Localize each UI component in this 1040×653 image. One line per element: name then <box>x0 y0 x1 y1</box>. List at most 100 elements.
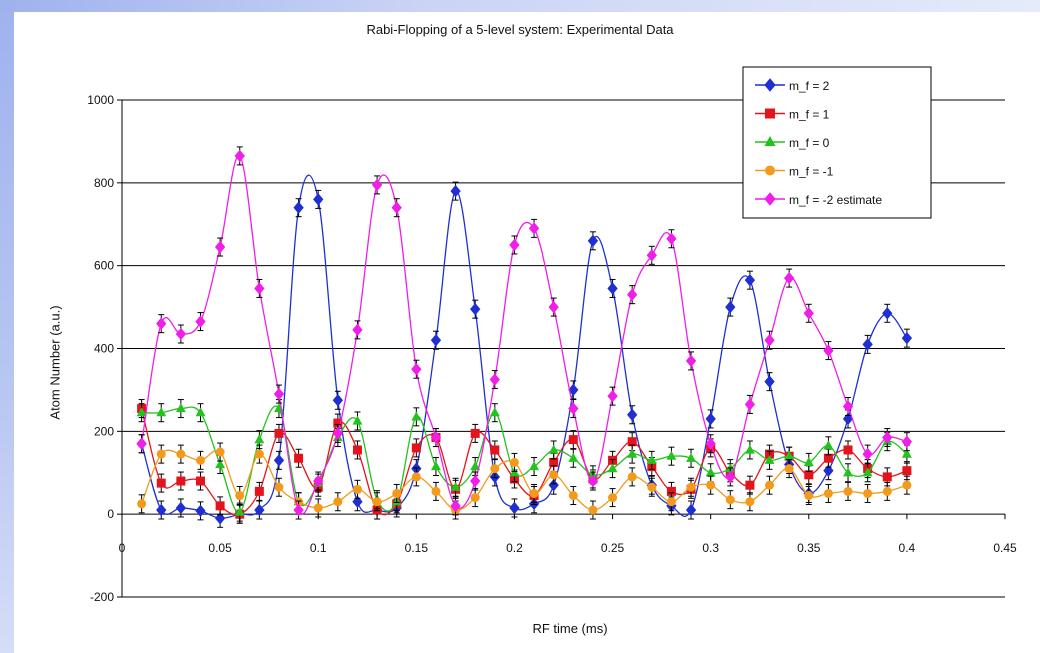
x-tick-label: 0.05 <box>208 541 232 555</box>
data-point <box>882 431 893 444</box>
data-point <box>823 344 834 357</box>
data-point <box>607 282 618 295</box>
data-point <box>608 493 618 503</box>
data-point <box>430 334 442 347</box>
data-point <box>803 456 814 466</box>
data-point <box>215 447 225 457</box>
y-tick-label: 800 <box>94 176 114 190</box>
data-point <box>823 440 834 450</box>
data-point <box>215 501 225 511</box>
data-point <box>254 486 264 496</box>
data-point <box>627 472 637 482</box>
data-point <box>136 437 147 450</box>
data-point <box>705 467 716 477</box>
data-point <box>725 470 736 484</box>
data-point <box>744 398 756 411</box>
legend-label: m_f = 0 <box>789 136 830 150</box>
data-point <box>646 454 657 464</box>
data-point <box>294 453 304 463</box>
data-point <box>764 136 776 146</box>
data-point <box>175 403 186 413</box>
x-tick-label: 0 <box>119 541 126 555</box>
data-point <box>685 503 697 517</box>
data-point <box>901 448 912 458</box>
data-point <box>765 480 775 490</box>
data-point <box>392 488 402 498</box>
data-point <box>254 282 265 295</box>
data-point <box>745 497 755 507</box>
data-point <box>627 448 638 458</box>
y-tick-label: 400 <box>94 342 114 356</box>
data-point <box>548 444 559 454</box>
data-point <box>214 240 226 254</box>
data-point <box>470 428 480 438</box>
data-point <box>587 474 599 488</box>
data-point <box>588 505 598 515</box>
data-point <box>686 452 696 462</box>
data-point <box>273 387 285 401</box>
data-point <box>627 437 637 447</box>
data-point <box>862 467 873 477</box>
data-point <box>470 302 481 316</box>
data-point <box>764 334 775 347</box>
data-point <box>411 443 421 453</box>
data-point <box>784 464 794 474</box>
data-point <box>765 108 775 119</box>
data-point <box>352 484 362 494</box>
data-point <box>156 407 167 417</box>
data-point <box>784 450 795 460</box>
data-point <box>647 482 657 492</box>
data-point <box>450 481 461 491</box>
data-point <box>470 493 480 503</box>
data-point <box>195 407 206 417</box>
x-tick-label: 0.2 <box>506 541 523 555</box>
data-point <box>882 307 893 320</box>
data-point <box>175 501 187 515</box>
legend-label: m_f = 2 <box>789 79 830 93</box>
data-point <box>705 412 716 426</box>
data-point <box>333 497 343 507</box>
data-point <box>274 428 284 438</box>
data-point <box>784 271 795 285</box>
x-tick-label: 0.1 <box>310 541 327 555</box>
data-point <box>235 491 245 501</box>
data-point <box>175 327 187 341</box>
data-point <box>627 288 638 301</box>
data-point <box>568 435 578 445</box>
data-point <box>901 435 913 448</box>
grid-layer <box>122 182 1005 598</box>
data-point <box>804 491 814 501</box>
chart-title: Rabi-Flopping of a 5-level system: Exper… <box>366 22 674 37</box>
data-point <box>176 476 186 486</box>
data-point <box>352 445 362 455</box>
legend-label: m_f = -1 <box>789 165 834 179</box>
x-tick-label: 0.45 <box>993 541 1017 555</box>
data-point <box>706 480 716 490</box>
data-point <box>489 373 500 386</box>
data-point <box>274 403 284 413</box>
data-point <box>156 503 167 517</box>
slide-top-border <box>0 0 1040 12</box>
data-point <box>430 431 442 444</box>
data-point <box>431 486 441 496</box>
series-line <box>140 408 908 516</box>
y-tick-label: 600 <box>94 259 114 273</box>
slide-left-border <box>0 0 14 653</box>
data-point <box>843 445 853 455</box>
axis-layer: -200 0 200 400 600 800 1000 0 0.05 0.1 0.15 0.2 0.25… <box>87 93 1017 604</box>
data-point <box>549 457 559 467</box>
data-point <box>528 222 540 235</box>
data-point <box>587 234 599 247</box>
x-tick-label: 0.15 <box>405 541 429 555</box>
x-tick-label: 0.4 <box>899 541 916 555</box>
data-point <box>489 407 500 417</box>
data-point <box>450 184 461 198</box>
data-point <box>764 454 775 464</box>
data-point <box>803 307 814 320</box>
data-point <box>195 476 205 486</box>
x-tick-label: 0.25 <box>601 541 625 555</box>
data-point <box>666 450 677 460</box>
data-point <box>842 412 854 426</box>
data-point <box>666 232 677 245</box>
